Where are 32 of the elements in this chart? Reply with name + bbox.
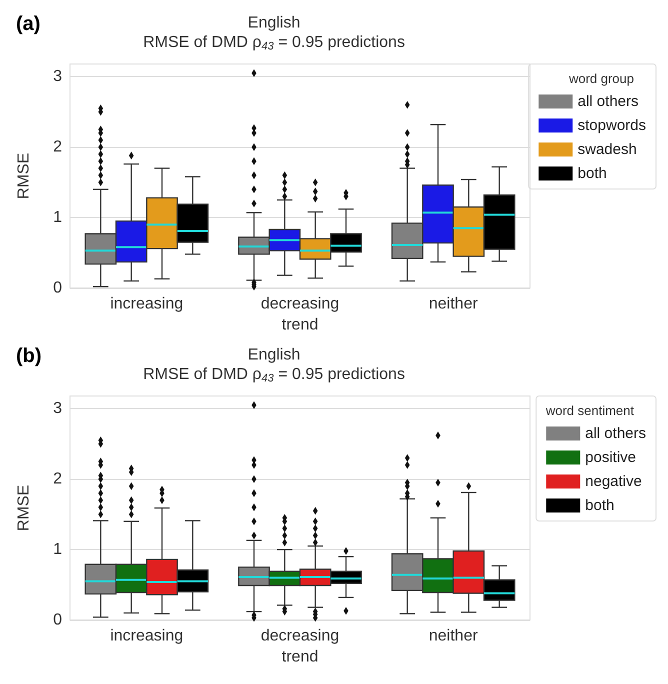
y-tick-label: 1	[53, 209, 62, 226]
x-axis-title: trend	[282, 648, 318, 666]
x-tick-label: decreasing	[260, 628, 340, 644]
x-axis-title: trend	[282, 316, 318, 334]
y-axis-title: RMSE	[16, 484, 32, 532]
legend-title: word sentiment	[544, 403, 634, 418]
y-tick-label: 2	[53, 138, 62, 156]
text: (a)	[16, 13, 40, 35]
x-tick-label: decreasing	[260, 296, 340, 312]
y-tick-label: 1	[53, 541, 62, 558]
legend-title: word group	[568, 71, 634, 86]
text: (b)	[16, 345, 42, 367]
y-tick-label: 2	[53, 470, 62, 488]
x-tick-label: neither	[428, 296, 478, 312]
y-tick-label: 0	[53, 612, 62, 628]
y-tick-label: 3	[53, 68, 62, 86]
legend-label: all others	[578, 93, 639, 110]
x-tick-label: increasing	[110, 628, 184, 644]
x-tick-label: neither	[428, 628, 478, 644]
y-tick-label: 0	[53, 280, 62, 296]
legend-label: both	[578, 165, 607, 182]
legend-label: positive	[585, 449, 636, 466]
chart-title: English	[248, 346, 300, 364]
x-tick-label: increasing	[110, 296, 184, 312]
legend-label: all others	[585, 425, 646, 442]
y-axis-title: RMSE	[16, 152, 32, 200]
legend-label: swadesh	[578, 141, 637, 158]
legend-label: both	[585, 497, 614, 514]
legend-label: stopwords	[578, 117, 646, 134]
chart-title: English	[248, 14, 300, 32]
legend-label: negative	[585, 473, 642, 490]
y-tick-label: 3	[53, 400, 62, 418]
